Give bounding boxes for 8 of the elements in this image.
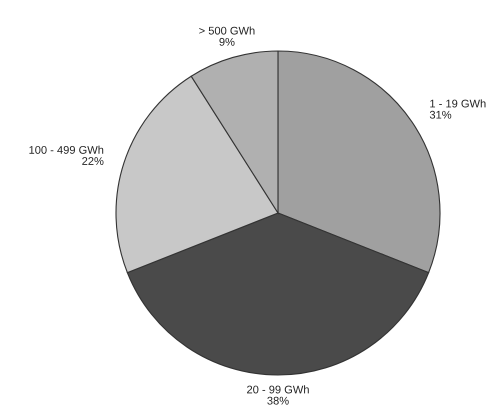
slice-label: > 500 GWh [199,26,254,35]
data-label: 31% [430,110,452,119]
data-label: 9% [219,38,235,46]
slice-label: 100 - 499 GWh [29,146,104,154]
data-label: 38% [267,396,289,405]
slice-label: 20 - 99 GWh [247,385,309,394]
data-label: 22% [82,157,104,165]
slice-label: 1 - 19 GWh [430,99,486,108]
